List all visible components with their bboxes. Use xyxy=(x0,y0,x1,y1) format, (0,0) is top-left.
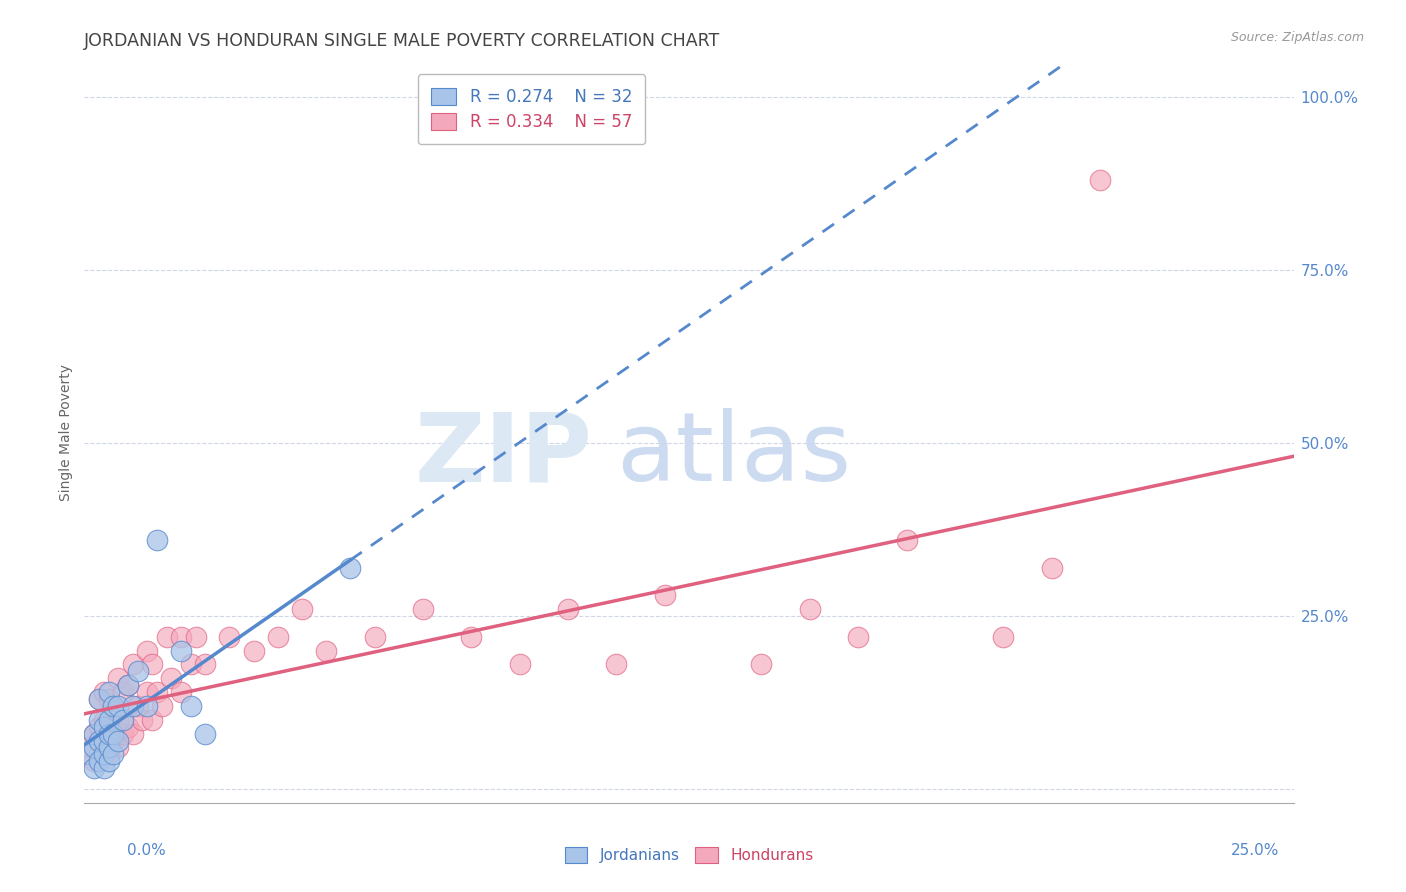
Point xyxy=(315,643,337,657)
Point xyxy=(150,698,173,713)
Point xyxy=(1088,173,1111,187)
Point xyxy=(93,720,115,734)
Point xyxy=(136,643,159,657)
Point xyxy=(93,740,115,755)
Point xyxy=(121,657,143,672)
Point xyxy=(97,720,120,734)
Point xyxy=(155,630,177,644)
Point xyxy=(180,657,202,672)
Point xyxy=(93,733,115,747)
Point xyxy=(127,665,149,679)
Point xyxy=(412,602,434,616)
Point xyxy=(103,698,125,713)
Point xyxy=(799,602,821,616)
Point xyxy=(107,698,129,713)
Point xyxy=(83,726,105,740)
Point xyxy=(107,671,129,685)
Point xyxy=(751,657,773,672)
Point xyxy=(87,747,110,762)
Point xyxy=(180,698,202,713)
Point xyxy=(170,643,193,657)
Point xyxy=(141,657,163,672)
Point xyxy=(97,692,120,706)
Text: ZIP: ZIP xyxy=(415,409,592,501)
Point xyxy=(93,713,115,727)
Point xyxy=(107,740,129,755)
Point xyxy=(83,726,105,740)
Point xyxy=(267,630,290,644)
Point xyxy=(117,720,139,734)
Point xyxy=(146,685,169,699)
Point xyxy=(160,671,183,685)
Point xyxy=(107,733,129,747)
Point xyxy=(194,657,217,672)
Point xyxy=(97,726,120,740)
Point xyxy=(103,698,125,713)
Text: atlas: atlas xyxy=(616,409,852,501)
Point xyxy=(93,747,115,762)
Point xyxy=(112,726,135,740)
Point xyxy=(363,630,385,644)
Point xyxy=(93,685,115,699)
Point xyxy=(141,713,163,727)
Point xyxy=(77,747,100,762)
Point xyxy=(87,692,110,706)
Point xyxy=(127,698,149,713)
Text: 25.0%: 25.0% xyxy=(1232,843,1279,858)
Point xyxy=(112,713,135,727)
Point xyxy=(846,630,869,644)
Point xyxy=(605,657,627,672)
Point xyxy=(97,685,120,699)
Y-axis label: Single Male Poverty: Single Male Poverty xyxy=(59,364,73,501)
Point xyxy=(136,698,159,713)
Point xyxy=(218,630,240,644)
Text: Source: ZipAtlas.com: Source: ZipAtlas.com xyxy=(1230,31,1364,45)
Point xyxy=(460,630,482,644)
Point xyxy=(557,602,579,616)
Point xyxy=(83,754,105,768)
Legend: Jordanians, Hondurans: Jordanians, Hondurans xyxy=(558,841,820,869)
Point xyxy=(97,713,120,727)
Point xyxy=(170,685,193,699)
Point xyxy=(103,733,125,747)
Point xyxy=(170,630,193,644)
Point xyxy=(146,533,169,547)
Point xyxy=(121,698,143,713)
Point xyxy=(87,713,110,727)
Point xyxy=(77,740,100,755)
Point xyxy=(83,761,105,775)
Point xyxy=(87,754,110,768)
Point xyxy=(97,754,120,768)
Point xyxy=(509,657,531,672)
Text: 0.0%: 0.0% xyxy=(127,843,166,858)
Point xyxy=(93,761,115,775)
Point xyxy=(117,678,139,692)
Text: JORDANIAN VS HONDURAN SINGLE MALE POVERTY CORRELATION CHART: JORDANIAN VS HONDURAN SINGLE MALE POVERT… xyxy=(84,32,721,50)
Point xyxy=(87,733,110,747)
Point xyxy=(654,588,676,602)
Point xyxy=(112,685,135,699)
Point xyxy=(121,726,143,740)
Point xyxy=(194,726,217,740)
Point xyxy=(131,713,153,727)
Point xyxy=(993,630,1015,644)
Point xyxy=(87,692,110,706)
Point xyxy=(242,643,264,657)
Point xyxy=(97,740,120,755)
Point xyxy=(184,630,207,644)
Point xyxy=(107,713,129,727)
Point xyxy=(103,747,125,762)
Point xyxy=(291,602,314,616)
Point xyxy=(339,560,361,574)
Point xyxy=(1040,560,1063,574)
Point xyxy=(87,720,110,734)
Point xyxy=(97,747,120,762)
Point xyxy=(103,726,125,740)
Point xyxy=(896,533,918,547)
Point xyxy=(83,740,105,755)
Point xyxy=(136,685,159,699)
Point xyxy=(117,678,139,692)
